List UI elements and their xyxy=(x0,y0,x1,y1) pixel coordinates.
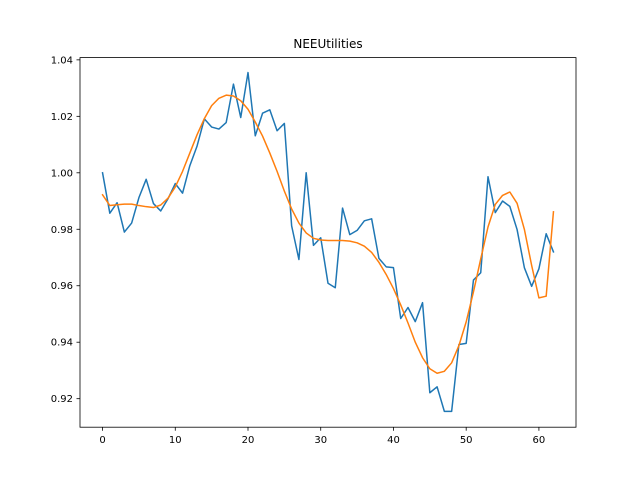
x-tick-label: 20 xyxy=(242,435,255,446)
series-1-line xyxy=(101,71,555,413)
y-tick-label: 1.04 xyxy=(51,55,73,66)
axes-frame xyxy=(79,57,577,428)
x-tick-label: 10 xyxy=(169,435,182,446)
x-tick-label: 0 xyxy=(99,435,105,446)
x-tick-label: 60 xyxy=(533,435,546,446)
series-1 xyxy=(101,71,555,413)
y-tick-label: 0.94 xyxy=(51,338,73,349)
series-2 xyxy=(101,94,555,375)
y-tick-label: 1.02 xyxy=(51,112,73,123)
axes: 0 10 20 30 40 50 60 0.92 0.94 0.96 0.98 1.00 1.02 1.0… xyxy=(51,55,577,446)
series-2-line xyxy=(101,94,555,375)
y-tick-label: 0.96 xyxy=(51,281,73,292)
chart-title: NEEUtilities xyxy=(293,37,362,51)
y-tick-label: 0.92 xyxy=(51,394,73,405)
plot-area xyxy=(101,71,555,413)
x-tick-label: 30 xyxy=(314,435,327,446)
y-tick-label: 1.00 xyxy=(51,168,73,179)
x-tick-label: 40 xyxy=(387,435,400,446)
y-tick-label: 0.98 xyxy=(51,225,73,236)
x-tick-label: 50 xyxy=(460,435,473,446)
